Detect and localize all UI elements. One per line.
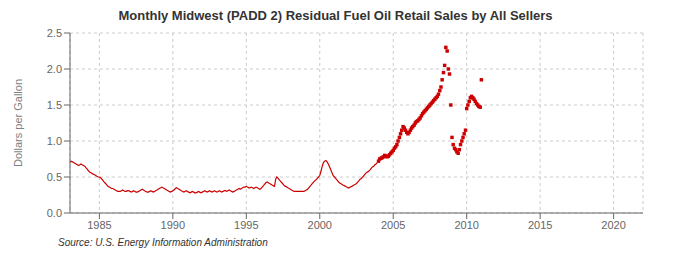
svg-text:1995: 1995 [234,219,258,231]
svg-text:1.0: 1.0 [47,135,62,147]
svg-text:1990: 1990 [161,219,185,231]
svg-text:2000: 2000 [308,219,332,231]
svg-text:2.5: 2.5 [47,27,62,39]
svg-text:2020: 2020 [601,219,625,231]
html-text:Monthly Midwest (PADD 2) Resid: Monthly Midwest (PADD 2) Residual Fuel O… [118,8,553,23]
svg-text:0.0: 0.0 [47,207,62,219]
svg-text:1.5: 1.5 [47,99,62,111]
svg-text:2005: 2005 [381,219,405,231]
html-text:Source: U.S. Energy Informatio: Source: U.S. Energy Information Administ… [58,237,268,248]
svg-text:2.0: 2.0 [47,63,62,75]
svg-text:Dollars per Gallon: Dollars per Gallon [12,79,24,167]
svg-text:0.5: 0.5 [47,171,62,183]
svg-text:2015: 2015 [528,219,552,231]
svg-text:1985: 1985 [87,219,111,231]
svg-text:2010: 2010 [454,219,478,231]
